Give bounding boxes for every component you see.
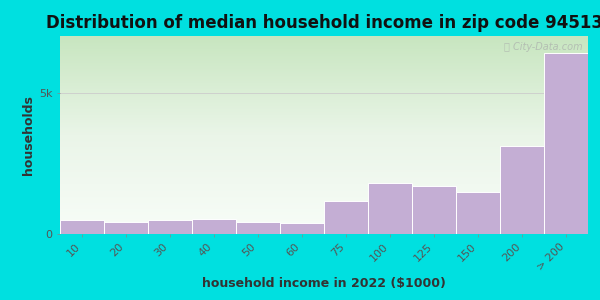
Bar (456, 192, 500, 234)
Bar (236, 222, 280, 234)
Bar (368, 183, 412, 234)
Bar (104, 222, 148, 234)
Bar (500, 146, 544, 234)
Bar (412, 187, 456, 234)
Title: Distribution of median household income in zip code 94513: Distribution of median household income … (46, 14, 600, 32)
Y-axis label: households: households (22, 95, 35, 175)
Text: Ⓣ City-Data.com: Ⓣ City-Data.com (504, 42, 583, 52)
Bar (544, 53, 588, 234)
Bar (60, 220, 104, 234)
Bar (324, 202, 368, 234)
Bar (280, 223, 324, 234)
Bar (192, 219, 236, 234)
Bar (148, 220, 192, 234)
X-axis label: household income in 2022 ($1000): household income in 2022 ($1000) (202, 277, 446, 290)
